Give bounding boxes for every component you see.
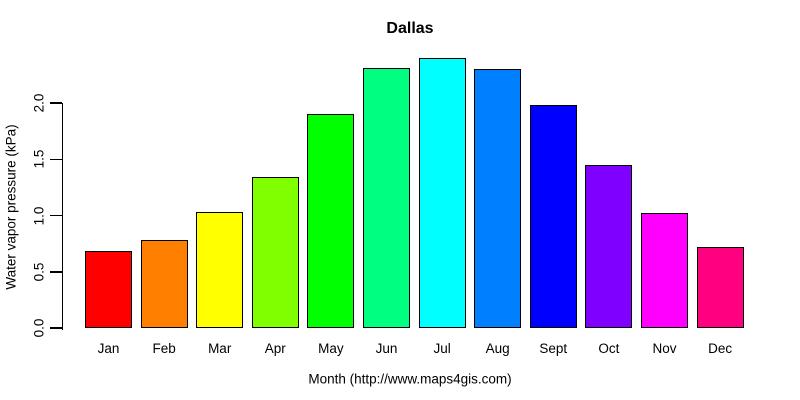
y-tick-mark	[49, 214, 62, 217]
x-tick-label: May	[318, 341, 344, 356]
x-tick-label: Nov	[652, 341, 677, 356]
x-tick-label: Jan	[97, 341, 120, 356]
bar-sept	[529, 105, 577, 328]
bar-jul	[418, 58, 466, 328]
bar-nov	[641, 213, 688, 328]
bar-apr	[251, 177, 299, 328]
bar-feb	[140, 240, 188, 328]
y-tick-mark	[49, 271, 62, 273]
bar-jun	[363, 68, 410, 328]
chart-title: Dallas	[386, 20, 434, 37]
x-tick-label: Mar	[208, 341, 232, 356]
bar-may	[307, 114, 355, 328]
x-tick-label: Jun	[375, 341, 398, 356]
y-tick-label: 0.5	[31, 262, 47, 282]
y-tick-mark	[49, 102, 62, 104]
bar-mar	[196, 212, 244, 328]
bar-dec	[696, 247, 744, 328]
x-tick-label: Dec	[708, 341, 733, 356]
x-tick-label: Sept	[539, 341, 568, 356]
y-axis-line	[61, 103, 63, 330]
x-tick-label: Apr	[264, 341, 286, 356]
x-tick-label: Jul	[433, 341, 451, 356]
y-tick-label: 1.5	[31, 149, 47, 169]
y-tick-mark	[49, 158, 62, 160]
bar-oct	[585, 165, 633, 328]
x-tick-label: Oct	[598, 341, 620, 356]
x-axis-label: Month (http://www.maps4gis.com)	[308, 371, 512, 387]
y-tick-mark	[49, 327, 62, 329]
x-tick-label: Aug	[485, 341, 510, 356]
bar-aug	[474, 69, 522, 328]
x-tick-label: Feb	[152, 341, 176, 356]
y-tick-label: 2.0	[31, 93, 47, 113]
y-tick-label: 1.0	[31, 206, 47, 225]
bar-jan	[85, 251, 132, 328]
y-tick-label: 0.0	[31, 318, 47, 338]
